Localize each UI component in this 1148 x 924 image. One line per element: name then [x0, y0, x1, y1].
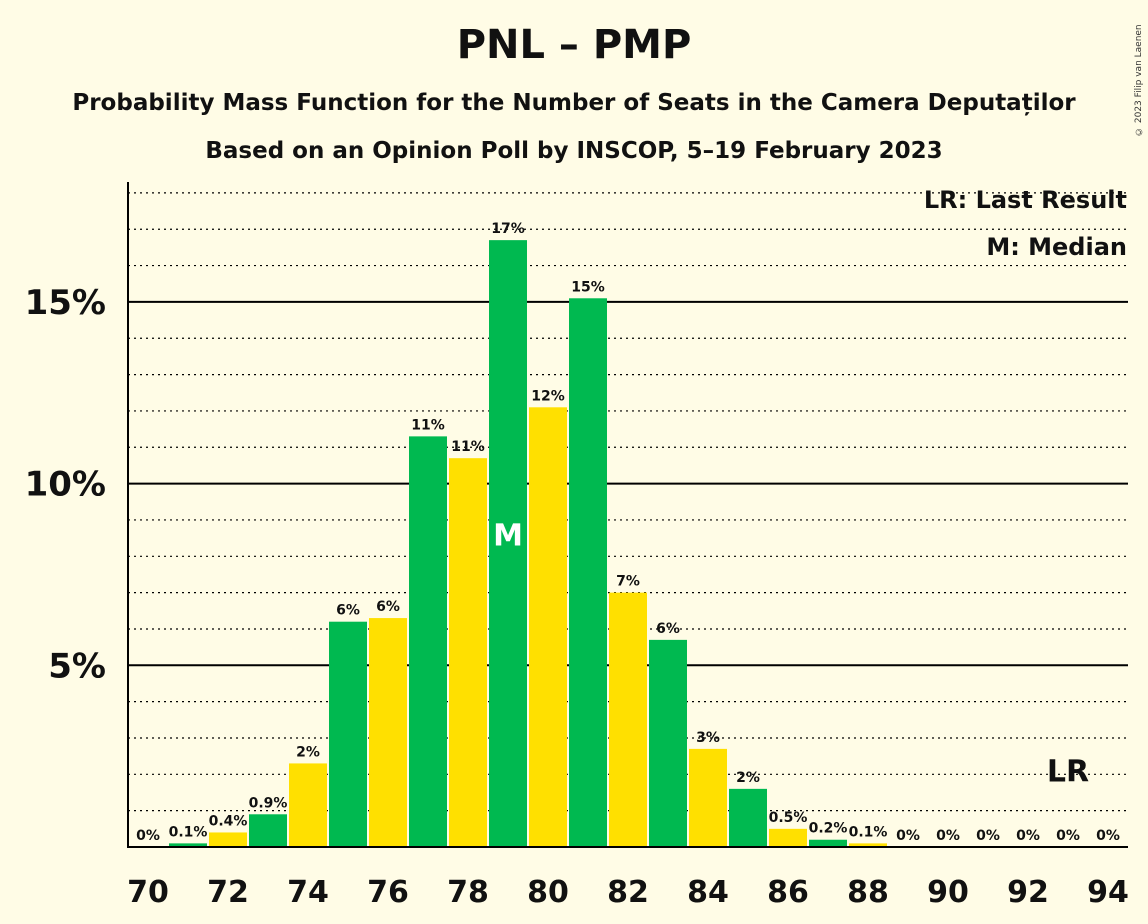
x-tick-label: 70: [127, 875, 169, 910]
data-label: 11%: [451, 439, 485, 455]
data-label: 2%: [736, 770, 760, 786]
x-tick-label: 76: [367, 875, 409, 910]
chart-source-subtitle: Based on an Opinion Poll by INSCOP, 5–19…: [205, 138, 943, 164]
x-tick-label: 84: [687, 875, 729, 910]
data-label: 2%: [296, 744, 320, 760]
bar: [209, 832, 247, 847]
bar: [169, 843, 207, 847]
x-tick-label: 74: [287, 875, 329, 910]
legend-entry: LR: Last Result: [924, 186, 1127, 214]
x-tick-label: 86: [767, 875, 809, 910]
data-label: 11%: [411, 417, 445, 433]
data-label: 0%: [896, 828, 920, 844]
x-tick-label: 72: [207, 875, 249, 910]
bar: [409, 436, 447, 847]
data-label: 0%: [976, 828, 1000, 844]
y-tick-label: 15%: [25, 283, 106, 323]
data-label: 0.1%: [849, 824, 888, 840]
data-label: 0.4%: [209, 813, 248, 829]
data-label: 0%: [1056, 828, 1080, 844]
data-label: 17%: [491, 221, 525, 237]
bar: [529, 407, 567, 847]
bars: M LR: [169, 240, 1089, 847]
data-labels: 0% 0.1%0.4%0.9%2%6% 6%11%11%17%12%15%7%6%3…: [136, 221, 1120, 844]
data-label: 12%: [531, 388, 565, 404]
x-tick-label: 78: [447, 875, 489, 910]
bar: [689, 748, 727, 847]
data-label: 0.1%: [169, 824, 208, 840]
data-label: 0%: [1096, 828, 1120, 844]
median-marker: M: [493, 518, 523, 553]
data-label: 0%: [1016, 828, 1040, 844]
data-label: 6%: [376, 599, 400, 615]
chart-title: PNL – PMP: [456, 22, 692, 68]
bar: [769, 828, 807, 847]
x-tick-label: 82: [607, 875, 649, 910]
bar: [449, 458, 487, 847]
bar: [809, 839, 847, 847]
bar: [729, 788, 767, 847]
data-label: 7%: [616, 574, 640, 590]
data-label: 0.5%: [769, 810, 808, 826]
bar: [569, 298, 607, 847]
legend-entry: M: Median: [986, 233, 1127, 261]
data-label: 0%: [136, 828, 160, 844]
data-label: 15%: [571, 279, 605, 295]
y-tick-label: 5%: [48, 646, 106, 686]
y-tick-label: 10%: [25, 465, 106, 505]
chart-subtitle: Probability Mass Function for the Number…: [72, 90, 1076, 116]
bar: [369, 618, 407, 847]
data-label: 0%: [936, 828, 960, 844]
data-label: 0.9%: [249, 795, 288, 811]
x-tick-label: 92: [1007, 875, 1049, 910]
x-tick-label: 94: [1087, 875, 1129, 910]
bar: [649, 639, 687, 847]
x-tick-label: 90: [927, 875, 969, 910]
data-label: 6%: [336, 603, 360, 619]
data-label: 6%: [656, 621, 680, 637]
data-label: 3%: [696, 730, 720, 746]
bar: [609, 592, 647, 847]
bar: [249, 814, 287, 847]
data-label: 0.2%: [809, 821, 848, 837]
x-tick-label: 80: [527, 875, 569, 910]
axes: 5% 10% 15% 70 72 74 76 78 80 82 84 86 88 90 92 94: [25, 182, 1129, 910]
bar: [849, 843, 887, 847]
legend: LR: Last Result M: Median: [924, 186, 1127, 261]
bar: [329, 621, 367, 847]
x-tick-label: 88: [847, 875, 889, 910]
bar: [289, 763, 327, 847]
bar: [489, 240, 527, 847]
last-result-marker: LR: [1047, 755, 1089, 790]
